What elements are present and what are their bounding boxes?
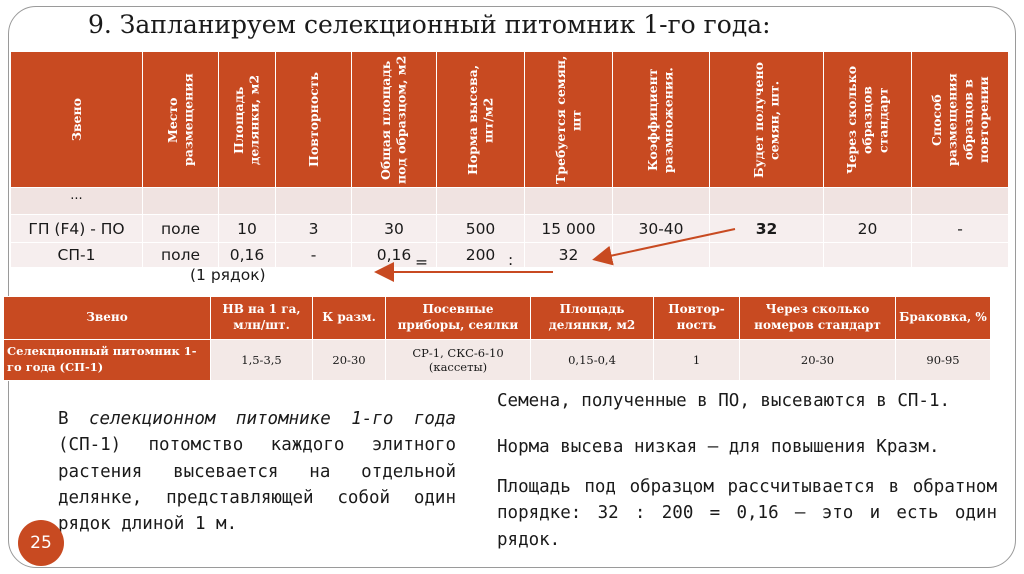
- table-cell: 20-30: [739, 339, 896, 381]
- nursery-plan-table: Звено Место размещения Площадь делянки, …: [10, 51, 1009, 268]
- right-paragraph-3: Площадь под образцом рассчитывается в об…: [497, 477, 997, 550]
- col-header: Через сколько образцов стандарт: [823, 51, 912, 188]
- col-header: Требуется семян, шт: [524, 51, 613, 188]
- table-cell: -: [275, 242, 352, 268]
- col-header: Коэффициент размножения.: [612, 51, 710, 188]
- table-cell: 20: [823, 214, 912, 243]
- table-row: СП-1 поле 0,16 - 0,16 200 32: [10, 242, 1009, 268]
- equals-sign: =: [415, 253, 428, 271]
- slide-frame: [8, 6, 1016, 568]
- col-header: Звено: [3, 296, 211, 340]
- table-row: Селекционный питомник 1-го года (СП-1) 1…: [3, 339, 991, 381]
- table-cell: 90-95: [895, 339, 991, 381]
- table-cell: 1: [653, 339, 740, 381]
- col-header: Способ размещения образцов в повторении: [911, 51, 1009, 188]
- col-header: К разм.: [312, 296, 386, 340]
- nursery-summary-table: Звено НВ на 1 га, млн/шт. К разм. Посевн…: [3, 296, 991, 381]
- right-paragraph-1: Семена, полученные в ПО, высеваются в СП…: [497, 391, 951, 411]
- left-paragraph: В селекционном питомнике 1-го года (СП-1…: [58, 409, 456, 534]
- col-header: Звено: [10, 51, 143, 188]
- table-cell: 0,16: [351, 242, 437, 268]
- table-cell: 15 000: [524, 214, 613, 243]
- right-paragraph-2: Норма высева низкая – для повышения Краз…: [497, 437, 940, 457]
- table-cell: 20-30: [312, 339, 386, 381]
- table-row: ...: [10, 187, 1009, 215]
- col-header: Посевные приборы, сеялки: [385, 296, 531, 340]
- table-cell: 3: [275, 214, 352, 243]
- table-cell: 10: [218, 214, 276, 243]
- table-cell: СП-1: [10, 242, 143, 268]
- table-header-row: Звено Место размещения Площадь делянки, …: [10, 51, 1009, 188]
- table-cell: 0,15-0,4: [530, 339, 654, 381]
- table-cell: [823, 242, 912, 268]
- page-number-badge: 25: [18, 520, 64, 566]
- col-header: Повтор-ность: [653, 296, 740, 340]
- table-cell: Селекционный питомник 1-го года (СП-1): [3, 339, 211, 381]
- table-cell: поле: [142, 214, 219, 243]
- table-cell: [709, 242, 824, 268]
- table-cell: 30: [351, 214, 437, 243]
- col-header: Браковка, %: [895, 296, 991, 340]
- table-cell: 1,5-3,5: [210, 339, 313, 381]
- divide-sign: :: [508, 251, 514, 269]
- arrow-icon: [592, 228, 736, 266]
- col-header: НВ на 1 га, млн/шт.: [210, 296, 313, 340]
- table-cell: СР-1, СКС-6-10 (кассеты): [385, 339, 531, 381]
- col-header: Площадь делянки, м2: [530, 296, 654, 340]
- table-cell: [612, 242, 710, 268]
- col-header: Будет получено семян, шт.: [709, 51, 824, 188]
- table-cell: [911, 242, 1009, 268]
- table-cell: 0,16: [218, 242, 276, 268]
- table-header-row: Звено НВ на 1 га, млн/шт. К разм. Посевн…: [3, 296, 991, 340]
- row-note: (1 рядок): [190, 266, 266, 284]
- table-cell: 200: [436, 242, 525, 268]
- table-row: ГП (F4) - ПО поле 10 3 30 500 15 000 30-…: [10, 214, 1009, 243]
- col-header: Место размещения: [142, 51, 219, 188]
- table-cell: 32: [709, 214, 824, 243]
- col-header: Общая площадь под образцом, м2: [351, 51, 437, 188]
- col-header: Норма высева, шт/м2: [436, 51, 525, 188]
- italic-term: селекционном питомнике 1-го года: [89, 409, 456, 429]
- col-header: Через сколько номеров стандарт: [739, 296, 896, 340]
- slide-title: 9. Запланируем селекционный питомник 1-г…: [88, 10, 771, 39]
- table-cell: поле: [142, 242, 219, 268]
- col-header: Повторность: [275, 51, 352, 188]
